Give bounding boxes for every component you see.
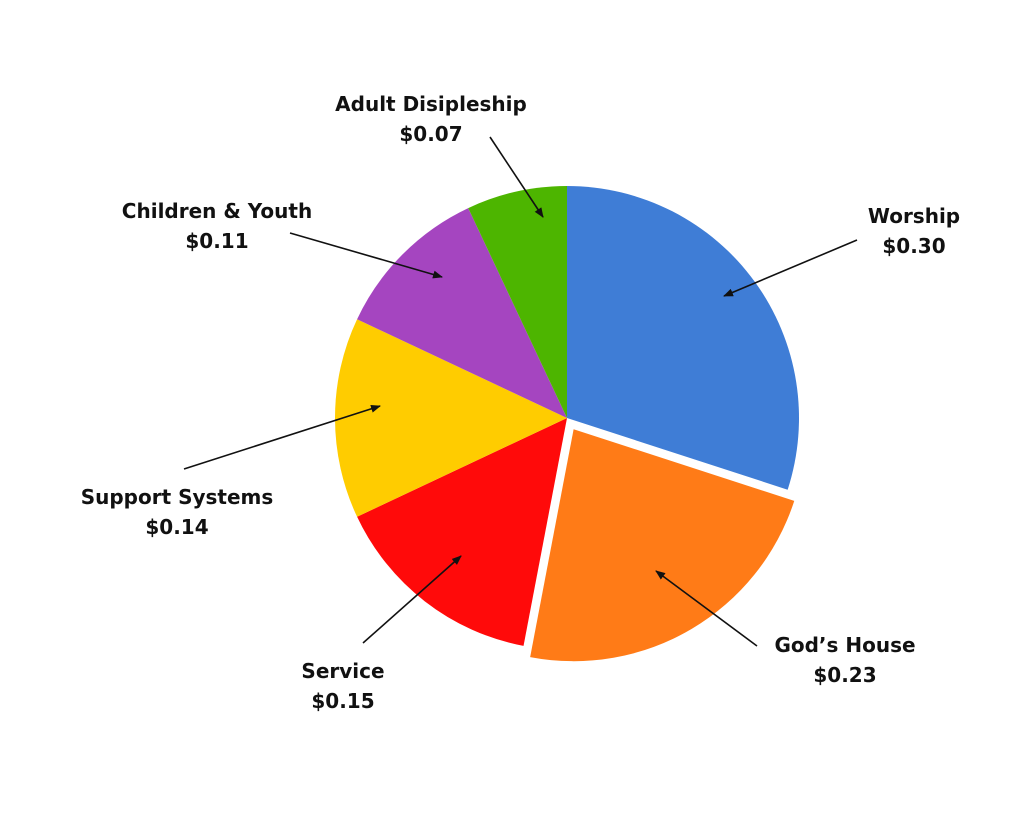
slice-value-label: $0.15 bbox=[311, 689, 374, 713]
slice-value-label: $0.14 bbox=[145, 515, 208, 539]
pie-slice-worship bbox=[567, 186, 799, 490]
callout-arrow bbox=[183, 404, 381, 470]
pie-slice-service bbox=[357, 418, 567, 646]
pie-slice-god-s-house bbox=[530, 429, 795, 662]
callout-arrow bbox=[362, 555, 462, 644]
slice-label: Service bbox=[301, 659, 384, 683]
slice-label: Support Systems bbox=[81, 485, 274, 509]
callout-arrow bbox=[655, 570, 758, 647]
slice-value-label: $0.23 bbox=[813, 663, 876, 687]
callout-arrow bbox=[723, 239, 858, 297]
slice-value-label: $0.11 bbox=[185, 229, 248, 253]
slice-label: God’s House bbox=[774, 633, 915, 657]
slice-label: Children & Youth bbox=[122, 199, 312, 223]
slice-value-label: $0.07 bbox=[399, 122, 462, 146]
pie-slice-support-systems bbox=[334, 319, 567, 517]
pie-slice-adult-disipleship bbox=[468, 186, 567, 418]
pie-slice-children-youth bbox=[357, 208, 567, 418]
callout-arrow bbox=[489, 136, 544, 218]
callout-arrow bbox=[289, 232, 443, 279]
slice-value-label: $0.30 bbox=[882, 234, 945, 258]
slice-label: Worship bbox=[868, 204, 960, 228]
slice-label: Adult Disipleship bbox=[335, 92, 527, 116]
